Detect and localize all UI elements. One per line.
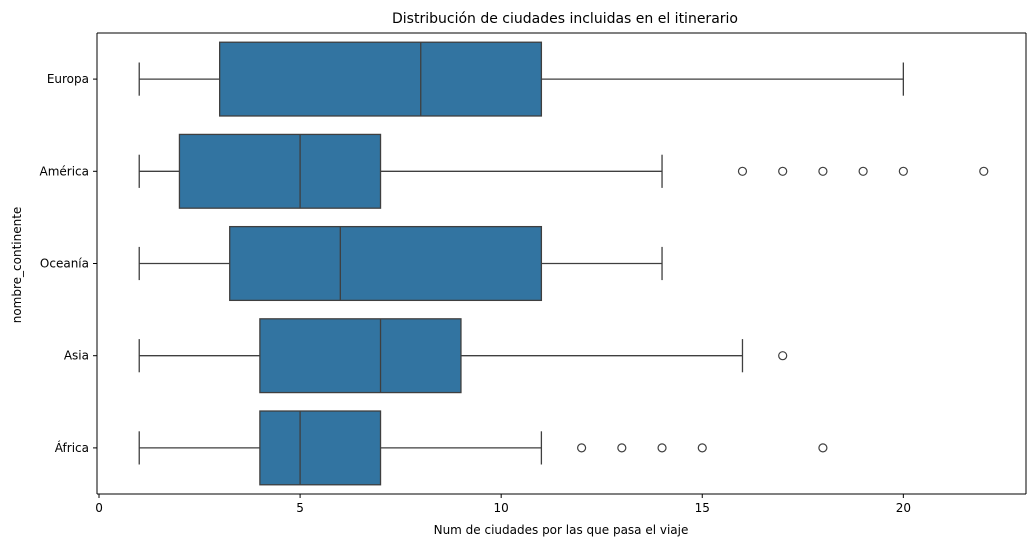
y-tick-label-4: África (55, 440, 89, 455)
chart-title: Distribución de ciudades incluidas en el… (392, 11, 738, 27)
x-tick-label-4: 20 (896, 501, 911, 515)
y-tick-label-0: Europa (47, 72, 89, 86)
box-4-outlier-4 (818, 443, 828, 453)
box-4-outlier-1 (617, 443, 627, 453)
box-1-outlier-4 (898, 166, 908, 176)
box-3-outlier-0 (778, 351, 788, 361)
box-1-iqr-box (178, 133, 382, 209)
plot-area: 0 5 10 15 20 Europa América Oceanía Asia África (40, 32, 1027, 515)
box-1-outlier-2 (818, 166, 828, 176)
box-4-outlier-3 (697, 443, 707, 453)
x-tick-label-3: 15 (695, 501, 710, 515)
box-4-iqr-box (259, 410, 382, 486)
box-2-iqr-box (229, 225, 543, 302)
box-1-outlier-3 (858, 166, 868, 176)
box-3-iqr-box (259, 318, 462, 394)
x-axis-label: Num de ciudades por las que pasa el viaj… (434, 523, 689, 537)
box-4-outlier-2 (657, 443, 667, 453)
x-tick-label-0: 0 (95, 501, 103, 515)
box-0-iqr-box (219, 41, 543, 117)
box-1-outlier-0 (737, 166, 748, 176)
y-tick-label-3: Asia (64, 349, 89, 363)
y-axis-label: nombre_continente (10, 207, 24, 324)
box-1-outlier-5 (979, 166, 989, 176)
x-tick-label-2: 10 (494, 501, 509, 515)
x-tick-label-1: 5 (296, 501, 304, 515)
box-4-outlier-0 (577, 443, 587, 453)
box-1-outlier-1 (778, 166, 788, 176)
y-tick-label-2: Oceanía (40, 257, 89, 271)
y-tick-label-1: América (40, 164, 90, 178)
